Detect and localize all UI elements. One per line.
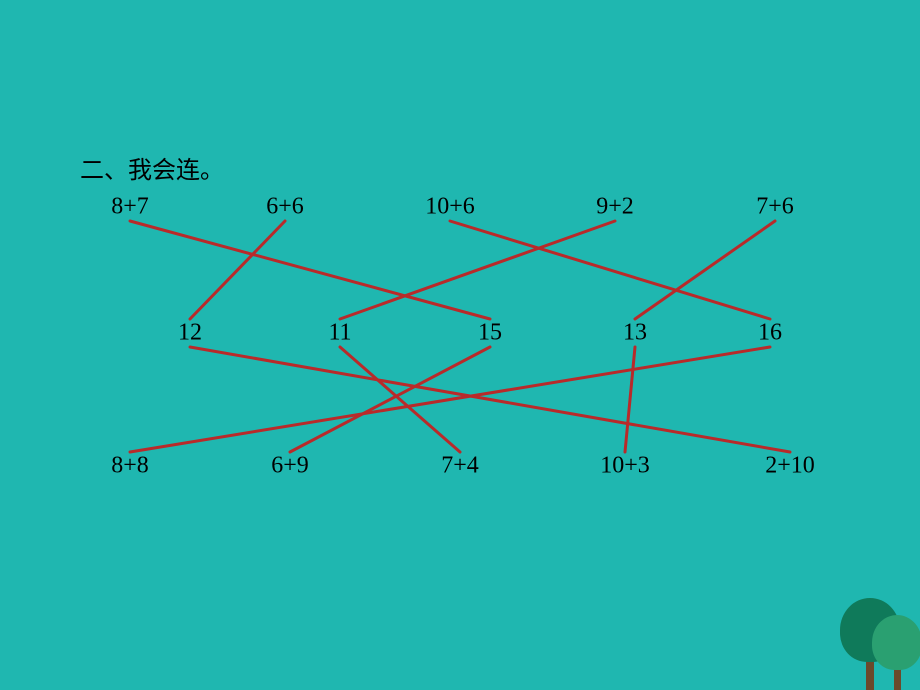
match-line [190,347,790,452]
match-line [130,347,770,452]
answer-number: 15 [478,320,502,347]
match-line [340,347,460,452]
answer-number: 16 [758,320,782,347]
answer-number: 12 [178,320,202,347]
slide-stage: 二、我会连。 8+7 6+6 10+6 9+2 7+6 12 11 15 13 16 8+8 6+9 7… [0,0,920,690]
bottom-expression: 10+3 [600,453,650,480]
match-line [625,347,635,452]
match-line [190,221,285,319]
bottom-expression: 8+8 [111,453,149,480]
answer-number: 11 [328,320,351,347]
top-expression: 6+6 [266,194,304,221]
tree-decoration-front [872,610,920,690]
section-title: 二、我会连。 [80,150,224,185]
top-expression: 10+6 [425,194,475,221]
top-expression: 8+7 [111,194,149,221]
bottom-expression: 7+4 [441,453,479,480]
match-line [340,221,615,319]
bottom-expression: 2+10 [765,453,815,480]
answer-number: 13 [623,320,647,347]
match-line [450,221,770,319]
connection-lines-layer [0,0,920,690]
bottom-expression: 6+9 [271,453,309,480]
match-line [290,347,490,452]
top-expression: 9+2 [596,194,634,221]
match-line [130,221,490,319]
match-line [635,221,775,319]
top-expression: 7+6 [756,194,794,221]
